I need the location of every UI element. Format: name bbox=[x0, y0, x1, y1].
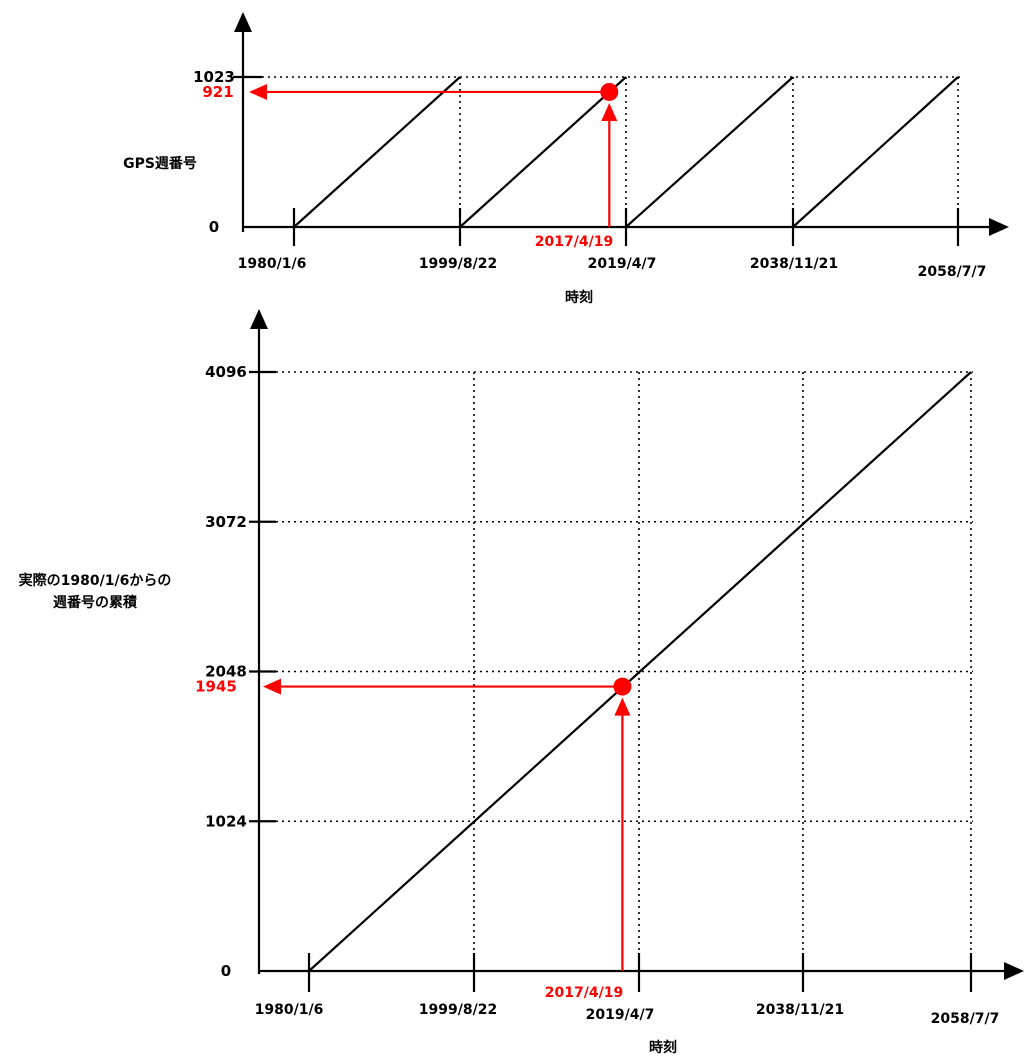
series-segment bbox=[625, 76, 794, 228]
x-tick-label: 2058/7/7 bbox=[918, 264, 987, 280]
y-axis-title: GPS週番号 bbox=[123, 155, 197, 172]
y-tick-label: 0 bbox=[209, 218, 219, 236]
series-segment bbox=[293, 76, 461, 228]
highlight-y-label: 1945 bbox=[195, 678, 237, 696]
highlight-horizontal-arrowhead bbox=[249, 83, 267, 100]
x-tick-label: 2038/11/21 bbox=[750, 256, 838, 272]
highlight-x-label: 2017/4/19 bbox=[535, 234, 613, 250]
x-axis-arrowhead bbox=[989, 218, 1009, 236]
series-segment bbox=[459, 76, 627, 228]
y-tick-label: 4096 bbox=[205, 363, 247, 381]
highlight-horizontal-arrowhead bbox=[263, 678, 281, 695]
y-tick-label: 1024 bbox=[205, 812, 247, 830]
y-axis-arrowhead bbox=[250, 309, 268, 329]
y-axis-title-line: 実際の1980/1/6からの bbox=[19, 572, 172, 589]
chart-gps-week-number: 0 1023 1980/1/6 1999/8/22 2019/4/7 2038/11/21… bbox=[123, 12, 1009, 306]
y-axis-title-line: 週番号の累積 bbox=[53, 594, 138, 611]
x-tick-label: 1999/8/22 bbox=[419, 256, 497, 272]
x-axis-arrowhead bbox=[1004, 962, 1024, 980]
x-tick-label: 1980/1/6 bbox=[238, 256, 307, 272]
x-axis-title: 時刻 bbox=[565, 289, 593, 306]
x-axis-title: 時刻 bbox=[649, 1039, 677, 1056]
series-line bbox=[308, 371, 972, 972]
series-segment bbox=[792, 76, 959, 228]
x-tick-label: 2019/4/7 bbox=[588, 256, 657, 272]
y-tick-label: 3072 bbox=[205, 513, 247, 531]
highlight-x-label: 2017/4/19 bbox=[545, 985, 623, 1001]
y-tick-label: 2048 bbox=[205, 663, 247, 681]
highlight-point bbox=[600, 82, 619, 101]
x-tick-label: 2058/7/7 bbox=[931, 1011, 1000, 1027]
x-tick-label: 2019/4/7 bbox=[586, 1007, 655, 1023]
y-axis-arrowhead bbox=[234, 12, 252, 32]
x-tick-label: 2038/11/21 bbox=[756, 1002, 844, 1018]
highlight-y-label: 921 bbox=[202, 83, 233, 101]
x-tick-label: 1999/8/22 bbox=[419, 1002, 497, 1018]
highlight-point bbox=[613, 677, 632, 696]
y-tick-label: 1023 bbox=[193, 68, 235, 86]
x-tick-label: 1980/1/6 bbox=[255, 1002, 324, 1018]
y-tick-label: 0 bbox=[221, 962, 231, 980]
highlight-vertical-arrowhead bbox=[601, 102, 618, 121]
highlight-vertical-arrowhead bbox=[614, 697, 631, 716]
chart-cumulative-week-number: 0 1024 2048 3072 4096 1980/1/6 1999/8/22 2019/4… bbox=[19, 309, 1024, 1056]
